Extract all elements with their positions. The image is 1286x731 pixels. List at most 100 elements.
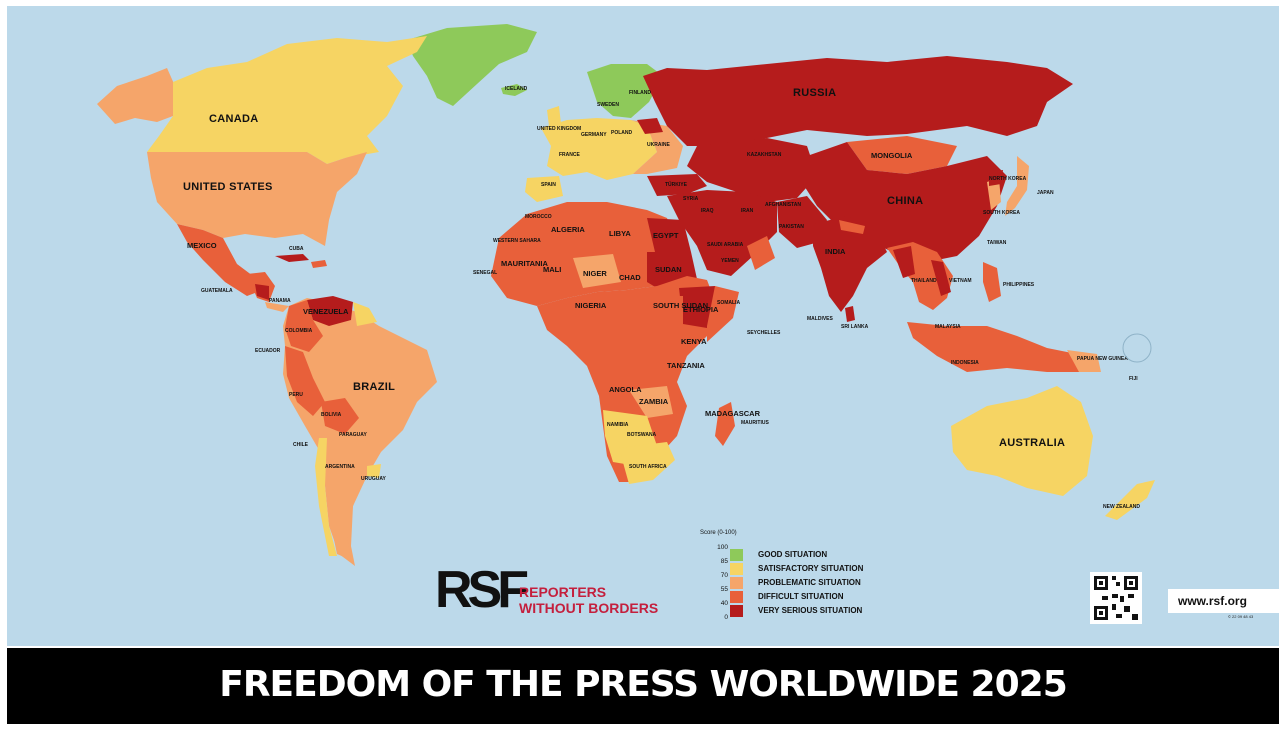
legend-label-difficult: DIFFICULT SITUATION xyxy=(758,592,844,601)
label-ukraine: UKRAINE xyxy=(647,142,670,148)
canada xyxy=(147,36,427,164)
label-libya: LIBYA xyxy=(609,229,631,238)
label-kenya: KENYA xyxy=(681,337,707,346)
label-syria: SYRIA xyxy=(683,196,699,202)
label-angola: ANGOLA xyxy=(609,385,642,394)
label-france: FRANCE xyxy=(559,152,580,158)
bolivia xyxy=(321,398,359,434)
legend-scale-85: 85 xyxy=(720,558,728,565)
label-china: CHINA xyxy=(887,195,923,207)
label-botswana: BOTSWANA xyxy=(627,432,657,438)
panama xyxy=(265,302,289,312)
india xyxy=(813,216,887,312)
vietnam xyxy=(931,260,951,296)
label-russia: RUSSIA xyxy=(793,87,836,99)
legend-title: Score (0-100) xyxy=(700,530,737,536)
label-nigeria: NIGERIA xyxy=(575,301,607,310)
label-zambia: ZAMBIA xyxy=(639,397,669,406)
label-mauritius: MAURITIUS xyxy=(741,420,769,426)
colombia xyxy=(285,300,323,352)
label-united-states: UNITED STATES xyxy=(183,181,273,193)
label-australia: AUSTRALIA xyxy=(999,437,1065,449)
label-united-kingdom: UNITED KINGDOM xyxy=(537,126,581,132)
label-madagascar: MADAGASCAR xyxy=(705,409,761,418)
madagascar xyxy=(715,402,735,446)
label-papua-new-guinea: PAPUA NEW GUINEA xyxy=(1077,356,1128,362)
label-cuba: CUBA xyxy=(289,246,304,252)
label-chad: CHAD xyxy=(619,273,641,282)
korea xyxy=(987,178,1001,210)
label-philippines: PHILIPPINES xyxy=(1003,282,1035,288)
central-africa xyxy=(537,276,717,482)
central-asia xyxy=(687,138,817,202)
label-pakistan: PAKISTAN xyxy=(779,224,804,230)
zambia xyxy=(629,386,673,418)
label-niger: NIGER xyxy=(583,269,607,278)
eastern-europe xyxy=(631,120,683,174)
legend-item-difficult: DIFFICULT SITUATION xyxy=(730,590,900,604)
mexico xyxy=(177,224,263,296)
legend-swatch-problematic xyxy=(730,577,743,589)
philippines xyxy=(983,262,1001,302)
rsf-logo-name: REPORTERS WITHOUT BORDERS xyxy=(519,584,658,616)
rsf-logo-line1: REPORTERS xyxy=(519,584,607,600)
russia xyxy=(643,56,1073,146)
label-paraguay: PARAGUAY xyxy=(339,432,367,438)
label-brazil: BRAZIL xyxy=(353,381,395,393)
label-iraq: IRAQ xyxy=(701,208,714,214)
label-germany: GERMANY xyxy=(581,132,607,138)
label-maldives: MALDIVES xyxy=(807,316,834,322)
spain xyxy=(525,176,563,202)
legend-scale-55: 55 xyxy=(720,586,728,593)
north-africa xyxy=(491,202,687,306)
legend-scale-70: 70 xyxy=(720,572,728,579)
mongolia xyxy=(847,136,957,174)
label-ethiopia: ETHIOPIA xyxy=(683,305,719,314)
venezuela xyxy=(307,296,353,326)
iceland xyxy=(501,84,527,96)
nicaragua xyxy=(255,284,269,300)
middle-east xyxy=(667,190,777,276)
legend-scale-40: 40 xyxy=(720,600,728,607)
argentina xyxy=(325,436,377,560)
label-new-zealand: NEW ZEALAND xyxy=(1103,504,1140,510)
legend-item-problematic: PROBLEMATIC SITUATION xyxy=(730,576,900,590)
label-sweden: SWEDEN xyxy=(597,102,619,108)
label-fiji: FIJI xyxy=(1129,376,1138,382)
label-colombia: COLOMBIA xyxy=(285,328,313,334)
label-taiwan: TAIWAN xyxy=(987,240,1007,246)
label-senegal: SENEGAL xyxy=(473,270,497,276)
label-south-korea: SOUTH KOREA xyxy=(983,210,1020,216)
label-ecuador: ECUADOR xyxy=(255,348,281,354)
label-turkiye: TÜRKIYE xyxy=(665,181,688,188)
label-mali: MALI xyxy=(543,265,561,274)
label-uruguay: URUGUAY xyxy=(361,476,386,482)
chile xyxy=(315,438,337,556)
label-venezuela: VENEZUELA xyxy=(303,307,349,316)
western-europe xyxy=(541,118,657,180)
legend-label-good: GOOD SITUATION xyxy=(758,550,828,559)
turkiye xyxy=(647,174,707,196)
south-sudan xyxy=(647,296,683,324)
label-iran: IRAN xyxy=(741,208,754,214)
legend-label-very-serious: VERY SERIOUS SITUATION xyxy=(758,606,863,615)
greenland xyxy=(407,24,537,106)
label-vietnam: VIETNAM xyxy=(949,278,972,284)
malaysia-indonesia xyxy=(907,322,1087,372)
legend: Score (0-100) 100 85 70 55 40 0 GOOD SIT… xyxy=(700,530,900,630)
united-states xyxy=(147,152,367,246)
legend-swatch-satisfactory xyxy=(730,563,743,575)
rsf-logo[interactable]: RSF REPORTERS WITHOUT BORDERS xyxy=(435,564,665,624)
label-panama: PANAMA xyxy=(269,298,291,304)
label-japan: JAPAN xyxy=(1037,190,1054,196)
website-link[interactable]: www.rsf.org xyxy=(1168,589,1284,613)
qr-code-icon[interactable] xyxy=(1090,572,1142,624)
label-malaysia: MALAYSIA xyxy=(935,324,961,330)
legend-swatch-very-serious xyxy=(730,605,743,617)
peru xyxy=(285,346,325,416)
egypt xyxy=(647,218,691,252)
title-banner: FREEDOM OF THE PRESS WORLDWIDE 2025 xyxy=(7,648,1279,724)
label-indonesia: INDONESIA xyxy=(951,360,979,366)
legend-label-satisfactory: SATISFACTORY SITUATION xyxy=(758,564,864,573)
myanmar xyxy=(893,246,915,278)
